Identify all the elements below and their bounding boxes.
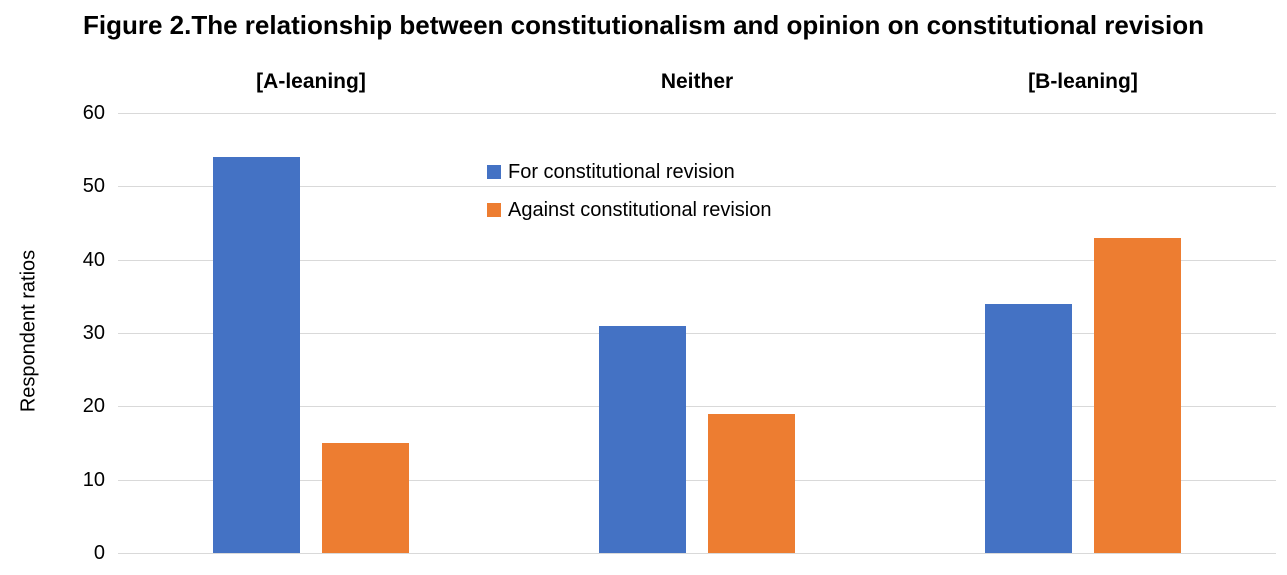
y-tick-label-20: 20 bbox=[82, 395, 105, 418]
gridline-10 bbox=[118, 479, 1276, 481]
legend-label-for: For constitutional revision bbox=[508, 160, 735, 183]
plot-area bbox=[118, 113, 1276, 554]
bar-against-group3 bbox=[1094, 237, 1181, 553]
y-tick-label-60: 60 bbox=[82, 102, 105, 124]
gridline-30 bbox=[118, 333, 1276, 334]
bar-against-group2 bbox=[708, 413, 795, 553]
figure-title: Figure 2.The relationship between consti… bbox=[83, 10, 1204, 40]
category-label-a-leaning: [A-leaning] bbox=[256, 70, 366, 93]
y-tick-label-0: 0 bbox=[93, 542, 105, 564]
gridline-20 bbox=[118, 406, 1276, 408]
y-tick-label-30: 30 bbox=[82, 322, 105, 344]
y-tick-label-10: 10 bbox=[82, 468, 105, 491]
gridline-40 bbox=[118, 259, 1276, 261]
gridline-60 bbox=[118, 113, 1276, 114]
legend-swatch-against-icon bbox=[487, 203, 501, 217]
bar-for-group3 bbox=[985, 303, 1072, 553]
category-label-neither: Neither bbox=[660, 70, 734, 93]
category-labels: [A-leaning] Neither [B-leaning] bbox=[118, 70, 1276, 98]
category-label-b-leaning: [B-leaning] bbox=[1028, 70, 1138, 93]
legend-item-for: For constitutional revision bbox=[487, 159, 771, 185]
y-tick-label-50: 50 bbox=[82, 175, 105, 198]
gridline-0 bbox=[118, 553, 1276, 554]
bar-for-group1 bbox=[212, 157, 300, 553]
legend: For constitutional revision Against cons… bbox=[487, 159, 771, 223]
legend-swatch-for-icon bbox=[487, 165, 501, 179]
legend-label-against: Against constitutional revision bbox=[508, 198, 772, 221]
bar-against-group1 bbox=[321, 443, 409, 553]
gridline-50 bbox=[118, 186, 1276, 188]
y-tick-label-40: 40 bbox=[82, 248, 105, 271]
y-tick-labels: 0 10 20 30 40 50 60 bbox=[0, 102, 105, 564]
bar-for-group2 bbox=[599, 325, 686, 553]
legend-item-against: Against constitutional revision bbox=[487, 197, 771, 223]
